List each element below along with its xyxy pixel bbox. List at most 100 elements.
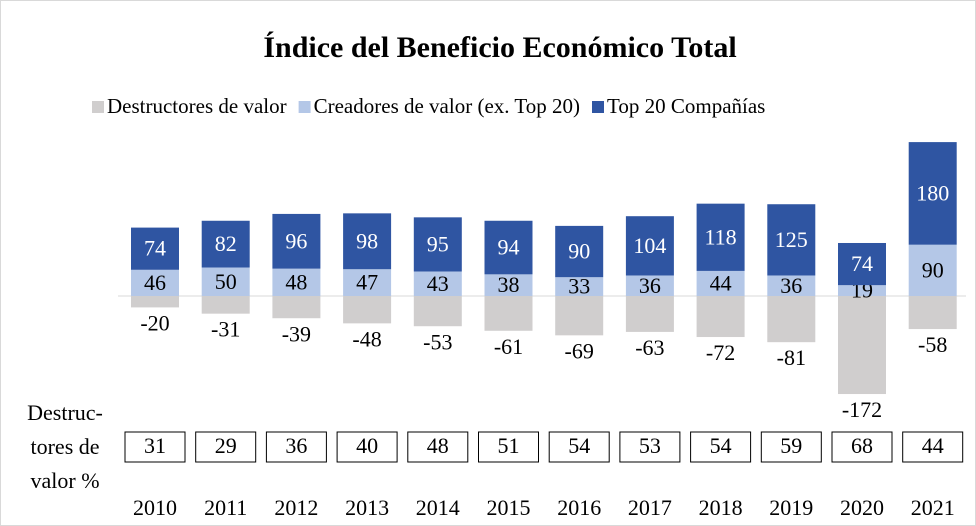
data-label: 47 — [356, 270, 378, 295]
table-cell — [619, 431, 681, 463]
table-value: 53 — [639, 433, 661, 458]
x-tick-label: 2020 — [840, 495, 884, 520]
bar-segment — [484, 274, 533, 296]
data-label: 36 — [639, 273, 661, 298]
table-cell — [760, 431, 822, 463]
data-label: 82 — [215, 231, 237, 256]
data-label: 125 — [775, 227, 808, 252]
x-tick-label: 2016 — [557, 495, 601, 520]
x-tick-label: 2010 — [133, 495, 177, 520]
data-label: 96 — [285, 228, 307, 253]
bar-segment — [838, 242, 886, 286]
bar-segment — [413, 271, 462, 296]
row-label: tores de — [30, 434, 99, 459]
bar-segment — [696, 203, 745, 271]
x-tick-label: 2021 — [911, 495, 955, 520]
data-label: 90 — [568, 239, 590, 264]
data-label: 118 — [705, 224, 737, 249]
bar-segment — [272, 213, 321, 269]
bar-segment — [131, 227, 179, 270]
table-value: 40 — [356, 433, 378, 458]
table-value: 54 — [710, 433, 732, 458]
table-cell — [478, 431, 539, 463]
data-label: 48 — [285, 269, 307, 294]
bar-segment — [201, 220, 250, 268]
table-value: 51 — [498, 433, 520, 458]
data-label: 44 — [710, 271, 732, 296]
x-tick-label: 2015 — [487, 495, 531, 520]
bar-segment — [131, 269, 179, 296]
bar-segment — [625, 296, 674, 332]
table-cell — [407, 431, 469, 463]
bar-segment — [343, 213, 392, 270]
x-tick-label: 2018 — [699, 495, 743, 520]
data-label: -48 — [352, 326, 381, 351]
bar-segment — [555, 225, 604, 278]
bar-segment — [201, 296, 250, 314]
bar-segment — [696, 270, 745, 296]
legend-label: Destructores de valor — [107, 94, 287, 118]
data-label: 46 — [144, 270, 166, 295]
legend-label: Creadores de valor (ex. Top 20) — [314, 94, 580, 118]
bar-segment — [555, 296, 604, 336]
table-value: 44 — [922, 433, 944, 458]
data-label: 33 — [568, 274, 590, 299]
bar-segment — [625, 216, 674, 276]
bar-segment — [908, 296, 957, 330]
bar-segment — [272, 296, 321, 319]
bar-segment — [908, 142, 957, 245]
data-label: 36 — [780, 273, 802, 298]
table-cell — [902, 431, 964, 463]
table-value: 54 — [568, 433, 590, 458]
bar-segment — [343, 296, 392, 324]
bar-segment — [625, 275, 674, 296]
data-label: -69 — [565, 338, 594, 363]
data-label: 95 — [427, 231, 449, 256]
data-label: 94 — [498, 235, 520, 260]
bar-segment — [413, 217, 462, 272]
table-value: 29 — [215, 433, 237, 458]
table-cell — [124, 431, 186, 463]
legend-swatch — [92, 101, 104, 113]
data-label: 180 — [916, 180, 949, 205]
x-tick-label: 2019 — [769, 495, 813, 520]
table-value: 68 — [851, 433, 873, 458]
bar-segment — [767, 296, 816, 343]
row-label: Destruc- — [27, 400, 103, 425]
data-label: -53 — [423, 329, 452, 354]
row-label: valor % — [30, 468, 99, 493]
data-label: 90 — [922, 257, 944, 282]
x-tick-label: 2014 — [416, 495, 460, 520]
data-label: 38 — [498, 272, 520, 297]
table-value: 59 — [780, 433, 802, 458]
data-label: -61 — [494, 334, 523, 359]
data-label: -172 — [842, 397, 882, 422]
table-cell — [195, 431, 257, 463]
data-label: -81 — [777, 345, 806, 370]
data-label: -58 — [918, 332, 947, 357]
table-value: 36 — [285, 433, 307, 458]
data-label: -63 — [635, 335, 664, 360]
data-label: -39 — [282, 321, 311, 346]
bar-segment — [696, 296, 745, 338]
data-label: -31 — [211, 317, 240, 342]
legend-swatch — [592, 101, 604, 113]
bar-segment — [838, 296, 886, 395]
data-label: -20 — [140, 310, 169, 335]
legend-label: Top 20 Compañías — [607, 94, 765, 118]
bar-segment — [343, 269, 392, 296]
chart-title: Índice del Beneficio Económico Total — [263, 31, 736, 64]
x-tick-label: 2012 — [274, 495, 318, 520]
bar-segment — [767, 204, 816, 276]
bar-segment — [131, 296, 179, 308]
table-cell — [265, 431, 327, 463]
x-tick-label: 2013 — [345, 495, 389, 520]
bar-segment — [272, 268, 321, 296]
table-cell — [690, 431, 752, 463]
bar-segment — [413, 296, 462, 327]
table-value: 48 — [427, 433, 449, 458]
bar-segment — [201, 267, 250, 296]
bar-segment — [555, 277, 604, 296]
data-label: 74 — [144, 236, 166, 261]
